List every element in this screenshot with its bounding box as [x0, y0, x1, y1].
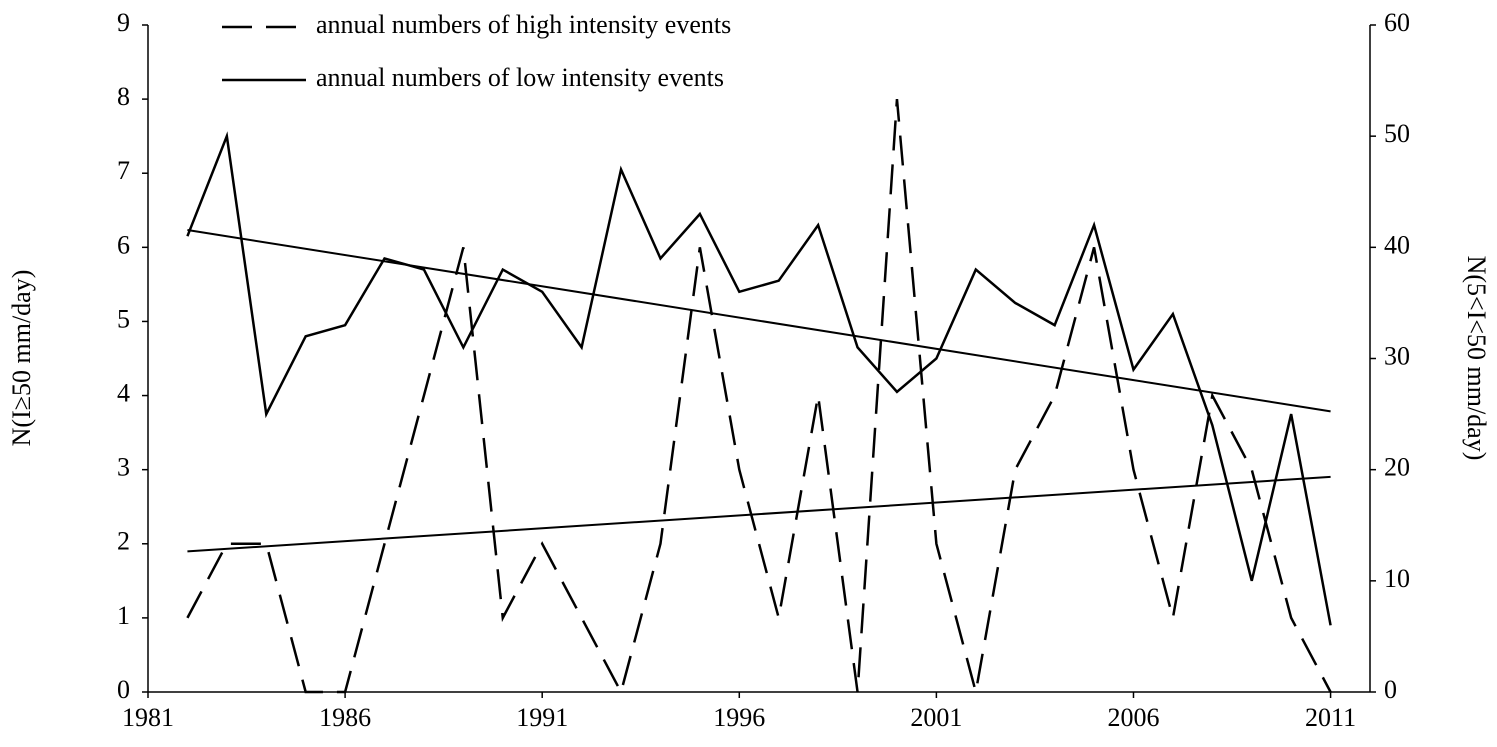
y2-tick-label: 20 [1384, 453, 1410, 482]
y-tick-label: 4 [117, 379, 130, 408]
y-tick-label: 5 [117, 304, 130, 333]
y2-tick-label: 60 [1384, 8, 1410, 37]
y2-tick-label: 10 [1384, 564, 1410, 593]
y2-tick-label: 40 [1384, 230, 1410, 259]
x-tick-label: 1996 [713, 703, 765, 732]
legend-label: annual numbers of low intensity events [316, 63, 724, 92]
x-tick-label: 1991 [516, 703, 568, 732]
y-tick-label: 2 [117, 527, 130, 556]
y2-tick-label: 50 [1384, 119, 1410, 148]
x-tick-label: 1986 [319, 703, 371, 732]
x-tick-label: 2011 [1305, 703, 1356, 732]
y-tick-label: 9 [117, 8, 130, 37]
legend-label: annual numbers of high intensity events [316, 10, 731, 39]
data-line [186, 99, 1332, 696]
y-tick-label: 6 [117, 230, 130, 259]
y-tick-label: 1 [117, 601, 130, 630]
trend-line [187, 475, 1331, 553]
y-tick-label: 8 [117, 82, 130, 111]
x-tick-label: 2001 [910, 703, 962, 732]
y2-tick-label: 0 [1384, 675, 1397, 704]
y2-tick-label: 30 [1384, 341, 1410, 370]
y-axis-label: N(I≥50 mm/day) [7, 270, 36, 447]
x-tick-label: 1981 [122, 703, 174, 732]
y-tick-label: 7 [117, 156, 130, 185]
x-tick-label: 2006 [1107, 703, 1159, 732]
trend-line [187, 229, 1331, 413]
y2-axis-label: N(5<I<50 mm/day) [1462, 256, 1491, 461]
data-line [186, 131, 1332, 626]
y-tick-label: 3 [117, 453, 130, 482]
y-tick-label: 0 [117, 675, 130, 704]
